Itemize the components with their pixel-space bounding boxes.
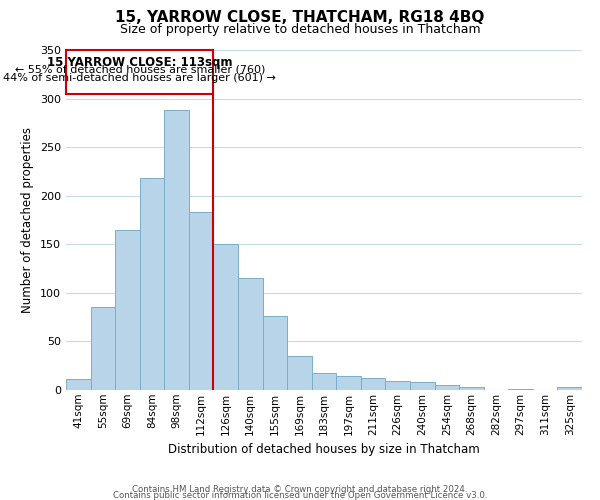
Y-axis label: Number of detached properties: Number of detached properties bbox=[22, 127, 34, 313]
Bar bbox=[91, 308, 115, 390]
Bar bbox=[66, 380, 91, 390]
Bar bbox=[410, 382, 434, 390]
Text: 15, YARROW CLOSE, THATCHAM, RG18 4BQ: 15, YARROW CLOSE, THATCHAM, RG18 4BQ bbox=[115, 10, 485, 25]
Text: Contains public sector information licensed under the Open Government Licence v3: Contains public sector information licen… bbox=[113, 490, 487, 500]
Text: 44% of semi-detached houses are larger (601) →: 44% of semi-detached houses are larger (… bbox=[3, 74, 276, 84]
Bar bbox=[287, 356, 312, 390]
Bar bbox=[238, 278, 263, 390]
Bar bbox=[263, 316, 287, 390]
Bar bbox=[115, 230, 140, 390]
Bar bbox=[312, 372, 336, 390]
Bar bbox=[385, 382, 410, 390]
Text: ← 55% of detached houses are smaller (760): ← 55% of detached houses are smaller (76… bbox=[14, 64, 265, 74]
Bar bbox=[557, 387, 582, 390]
Bar bbox=[140, 178, 164, 390]
Bar bbox=[434, 385, 459, 390]
Bar bbox=[214, 244, 238, 390]
Bar bbox=[189, 212, 214, 390]
FancyBboxPatch shape bbox=[66, 50, 214, 94]
Text: Size of property relative to detached houses in Thatcham: Size of property relative to detached ho… bbox=[119, 22, 481, 36]
Text: Contains HM Land Registry data © Crown copyright and database right 2024.: Contains HM Land Registry data © Crown c… bbox=[132, 484, 468, 494]
Bar bbox=[508, 389, 533, 390]
Text: 15 YARROW CLOSE: 113sqm: 15 YARROW CLOSE: 113sqm bbox=[47, 56, 232, 69]
Bar bbox=[336, 376, 361, 390]
Bar bbox=[459, 387, 484, 390]
Bar bbox=[164, 110, 189, 390]
Bar bbox=[361, 378, 385, 390]
X-axis label: Distribution of detached houses by size in Thatcham: Distribution of detached houses by size … bbox=[168, 443, 480, 456]
